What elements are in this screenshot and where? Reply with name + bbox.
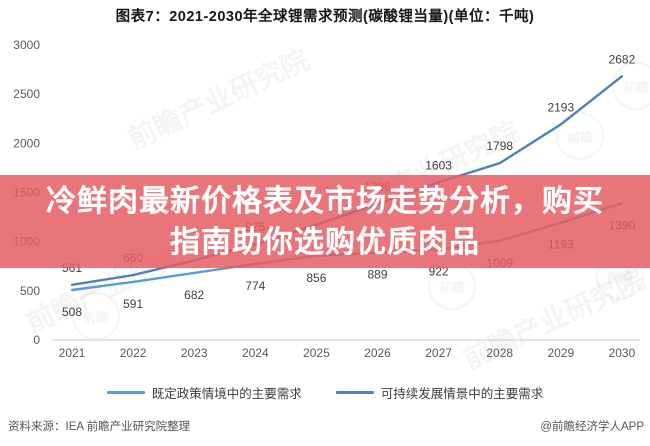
legend-line-swatch-sds: [335, 390, 374, 394]
y-axis-tick-label: 2500: [13, 87, 40, 101]
y-axis-tick-label: 3000: [13, 38, 40, 52]
promo-overlay-text-line1: 冷鲜肉最新价格表及市场走势分析，购买: [46, 184, 604, 218]
promo-overlay-text-line2: 指南助你选购优质肉品: [170, 225, 480, 259]
data-point-label: 2682: [609, 52, 636, 66]
data-point-label: 889: [367, 268, 387, 282]
legend-line-swatch-steps: [106, 390, 145, 394]
x-axis-tick-label: 2029: [547, 346, 574, 360]
x-axis-tick-label: 2025: [303, 346, 330, 360]
legend-item-steps: 既定政策情境中的主要需求: [106, 383, 302, 402]
x-axis-tick-label: 2021: [59, 346, 86, 360]
data-point-label: 682: [184, 288, 204, 302]
data-point-label: 856: [306, 271, 326, 285]
y-axis-tick-label: 500: [20, 284, 40, 298]
data-point-label: 774: [245, 279, 265, 293]
chart-legend: 既定政策情境中的主要需求 可持续发展情景中的主要需求: [0, 382, 650, 402]
x-axis-tick-label: 2026: [364, 346, 391, 360]
data-point-label: 1798: [486, 139, 513, 153]
data-point-label: 1603: [425, 158, 452, 172]
legend-item-sds: 可持续发展情景中的主要需求: [335, 383, 544, 402]
x-axis-tick-label: 2028: [486, 346, 513, 360]
data-point-label: 2193: [547, 100, 574, 114]
x-axis-tick-label: 2024: [242, 346, 269, 360]
promo-overlay-banner: 冷鲜肉最新价格表及市场走势分析，购买 指南助你选购优质肉品: [0, 175, 650, 268]
data-point-label: 591: [123, 297, 143, 311]
x-axis-tick-label: 2022: [120, 346, 147, 360]
legend-label-sds: 可持续发展情景中的主要需求: [380, 386, 544, 401]
y-axis-tick-label: 2000: [13, 136, 40, 150]
chart-title: 图表7：2021-2030年全球锂需求预测(碳酸锂当量)(单位：千吨): [115, 9, 535, 25]
legend-label-steps: 既定政策情境中的主要需求: [151, 386, 302, 401]
credit-text: @前瞻经济学人APP: [540, 421, 644, 433]
data-source-text: 资料来源：IEA 前瞻产业研究院整理: [8, 421, 191, 433]
data-point-label: 508: [62, 305, 82, 319]
y-axis-tick-label: 0: [33, 333, 40, 347]
x-axis-tick-label: 2030: [609, 346, 636, 360]
x-axis-tick-label: 2023: [181, 346, 208, 360]
x-axis-tick-label: 2027: [425, 346, 452, 360]
chart-footer: 资料来源：IEA 前瞻产业研究院整理 @前瞻经济学人APP: [0, 414, 650, 438]
